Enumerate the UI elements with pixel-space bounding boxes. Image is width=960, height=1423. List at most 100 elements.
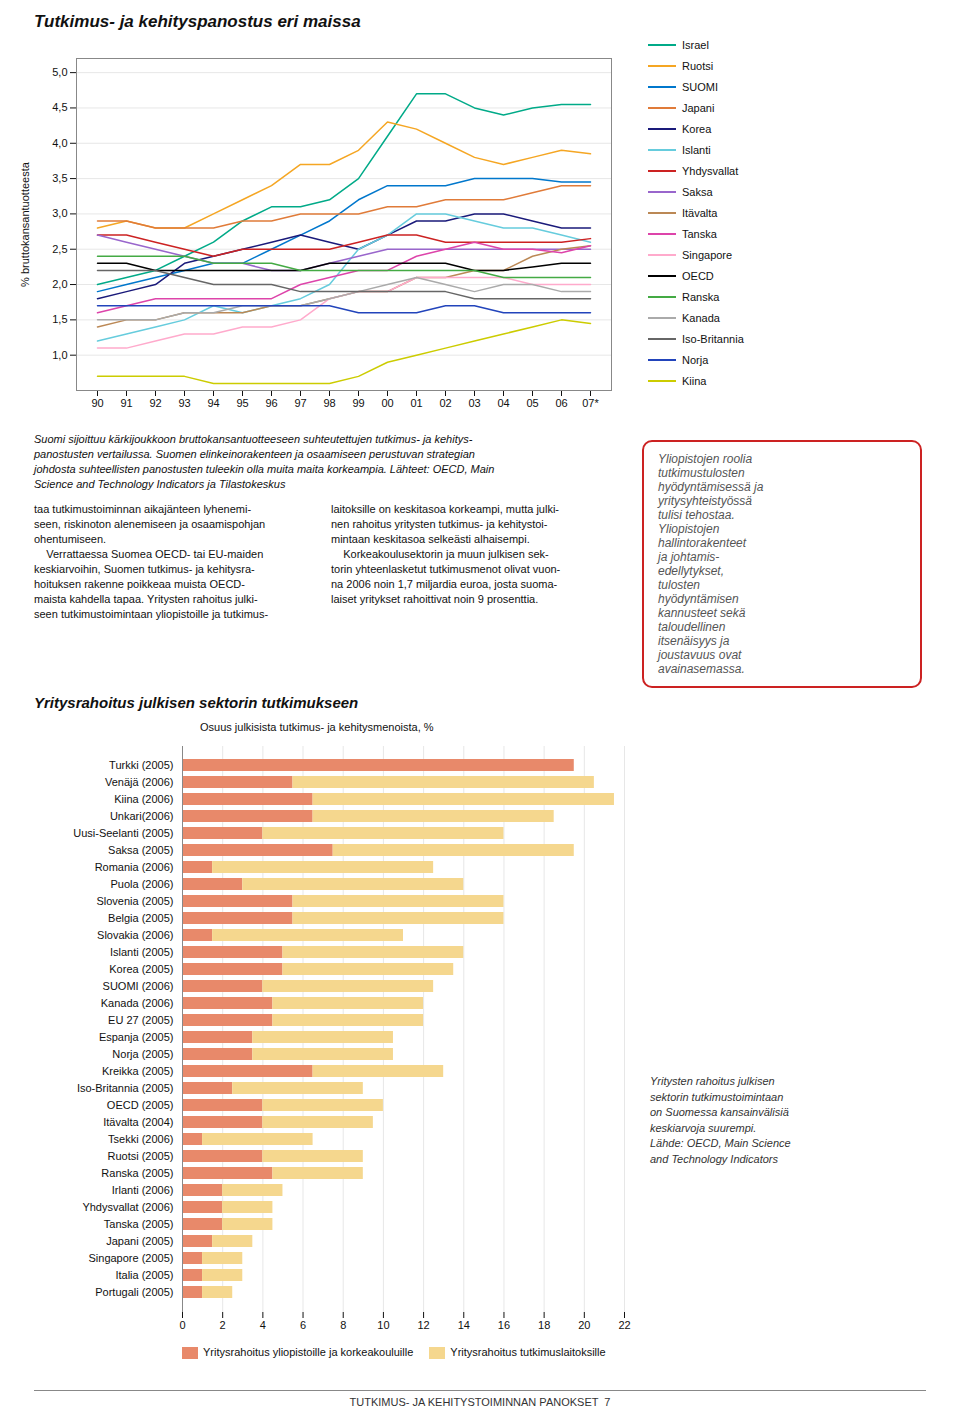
svg-text:Turkki (2005): Turkki (2005): [109, 759, 173, 771]
svg-text:12: 12: [417, 1319, 429, 1331]
svg-text:6: 6: [300, 1319, 306, 1331]
html-text:taloudellinen: taloudellinen: [658, 620, 726, 634]
html-text:Yliopistojen roolia: Yliopistojen roolia: [658, 452, 753, 466]
svg-text:Uusi-Seelanti (2005): Uusi-Seelanti (2005): [73, 827, 173, 839]
html-text:Yhdysvallat: Yhdysvallat: [682, 164, 739, 177]
html-text:Tutkimus- ja kehityspanostus e: Tutkimus- ja kehityspanostus eri maissa: [34, 12, 361, 31]
html-text:kannusteet sekä: kannusteet sekä: [658, 606, 746, 620]
svg-text:Islanti (2005): Islanti (2005): [110, 946, 174, 958]
svg-text:Portugali (2005): Portugali (2005): [95, 1286, 173, 1298]
svg-text:Korea (2005): Korea (2005): [109, 963, 173, 975]
svg-text:91: 91: [120, 397, 132, 409]
svg-text:Singapore (2005): Singapore (2005): [88, 1252, 173, 1264]
svg-text:OECD (2005): OECD (2005): [107, 1099, 174, 1111]
svg-text:4,5: 4,5: [52, 101, 67, 113]
html-text:tutkimustulosten: tutkimustulosten: [658, 466, 745, 480]
html-text:Tanska: Tanska: [682, 227, 717, 240]
html-text:SUOMI: SUOMI: [682, 80, 719, 93]
svg-text:Ruotsi (2005): Ruotsi (2005): [107, 1150, 173, 1162]
svg-text:1,5: 1,5: [52, 313, 67, 325]
svg-text:05: 05: [526, 397, 538, 409]
html-text:yritysyhteistyössä: yritysyhteistyössä: [658, 494, 752, 508]
svg-text:07*: 07*: [582, 397, 599, 409]
svg-text:Kanada (2006): Kanada (2006): [101, 997, 174, 1009]
svg-text:Yhdysvallat (2006): Yhdysvallat (2006): [82, 1201, 173, 1213]
html-text:Saksa: Saksa: [682, 185, 713, 198]
html-text:edellytykset,: edellytykset,: [658, 564, 724, 578]
html-text:Islanti: Islanti: [682, 143, 711, 156]
svg-text:97: 97: [294, 397, 306, 409]
svg-text:06: 06: [555, 397, 567, 409]
svg-text:Kreikka (2005): Kreikka (2005): [102, 1065, 174, 1077]
svg-text:Espanja (2005): Espanja (2005): [99, 1031, 174, 1043]
html-text:hallintorakenteet: hallintorakenteet: [658, 536, 747, 550]
svg-text:90: 90: [91, 397, 103, 409]
svg-text:Kiina (2006): Kiina (2006): [114, 793, 173, 805]
svg-text:Romania (2006): Romania (2006): [95, 861, 174, 873]
html-text:Ruotsi: Ruotsi: [682, 59, 714, 72]
html-text:Korea: Korea: [682, 122, 712, 135]
svg-text:Italia (2005): Italia (2005): [115, 1269, 173, 1281]
html-text:avainasemassa.: avainasemassa.: [658, 662, 745, 676]
svg-text:3,5: 3,5: [52, 172, 67, 184]
svg-text:02: 02: [439, 397, 451, 409]
svg-text:Tsekki (2006): Tsekki (2006): [108, 1133, 173, 1145]
svg-text:04: 04: [497, 397, 509, 409]
html-text:tulisi tehostaa.: tulisi tehostaa.: [658, 508, 735, 522]
svg-text:2: 2: [220, 1319, 226, 1331]
svg-text:03: 03: [468, 397, 480, 409]
svg-text:95: 95: [236, 397, 248, 409]
svg-text:Japani (2005): Japani (2005): [106, 1235, 173, 1247]
svg-text:8: 8: [340, 1319, 346, 1331]
svg-text:5,0: 5,0: [52, 66, 67, 78]
svg-text:2,0: 2,0: [52, 278, 67, 290]
svg-text:Slovenia (2005): Slovenia (2005): [96, 895, 173, 907]
svg-text:Belgia (2005): Belgia (2005): [108, 912, 173, 924]
svg-text:98: 98: [323, 397, 335, 409]
svg-text:4,0: 4,0: [52, 137, 67, 149]
svg-text:Itävalta (2004): Itävalta (2004): [103, 1116, 173, 1128]
svg-text:20: 20: [578, 1319, 590, 1331]
html-text:Israel: Israel: [682, 38, 709, 51]
html-text:Japani: Japani: [682, 101, 715, 114]
svg-text:Venäjä (2006): Venäjä (2006): [105, 776, 174, 788]
svg-text:Saksa (2005): Saksa (2005): [108, 844, 173, 856]
svg-text:Irlanti (2006): Irlanti (2006): [112, 1184, 174, 1196]
html-text:tulosten: tulosten: [658, 578, 700, 592]
svg-text:22: 22: [618, 1319, 630, 1331]
svg-text:00: 00: [381, 397, 393, 409]
html-text:Itävalta: Itävalta: [682, 206, 718, 219]
svg-text:Tanska (2005): Tanska (2005): [104, 1218, 174, 1230]
svg-text:92: 92: [149, 397, 161, 409]
svg-text:EU 27 (2005): EU 27 (2005): [108, 1014, 173, 1026]
svg-text:3,0: 3,0: [52, 207, 67, 219]
svg-text:% bruttokansantuotteesta: % bruttokansantuotteesta: [19, 161, 31, 287]
svg-text:99: 99: [352, 397, 364, 409]
svg-text:Puola (2006): Puola (2006): [111, 878, 174, 890]
svg-text:Ranska (2005): Ranska (2005): [101, 1167, 173, 1179]
svg-text:18: 18: [538, 1319, 550, 1331]
svg-text:Norja (2005): Norja (2005): [112, 1048, 173, 1060]
svg-text:1,0: 1,0: [52, 349, 67, 361]
svg-text:96: 96: [265, 397, 277, 409]
svg-text:01: 01: [410, 397, 422, 409]
svg-text:14: 14: [458, 1319, 470, 1331]
svg-text:94: 94: [207, 397, 219, 409]
svg-text:Unkari(2006): Unkari(2006): [110, 810, 174, 822]
svg-text:Slovakia (2006): Slovakia (2006): [97, 929, 173, 941]
svg-text:4: 4: [260, 1319, 266, 1331]
svg-text:93: 93: [178, 397, 190, 409]
html-text:joustavuus ovat: joustavuus ovat: [658, 648, 742, 662]
svg-text:16: 16: [498, 1319, 510, 1331]
svg-text:SUOMI (2006): SUOMI (2006): [103, 980, 174, 992]
svg-text:0: 0: [179, 1319, 185, 1331]
svg-text:Iso-Britannia (2005): Iso-Britannia (2005): [77, 1082, 174, 1094]
html-text:itsenäisyys ja: itsenäisyys ja: [658, 634, 730, 648]
html-text:ja johtamis-: ja johtamis-: [658, 550, 720, 564]
svg-text:2,5: 2,5: [52, 243, 67, 255]
html-text:hyödyntämisen: hyödyntämisen: [658, 592, 739, 606]
html-text:hyödyntämisessä ja: hyödyntämisessä ja: [658, 480, 764, 494]
html-text:Yritysrahoitus julkisen sektor: Yritysrahoitus julkisen sektorin tutkimu…: [34, 694, 359, 711]
svg-text:10: 10: [377, 1319, 389, 1331]
html-text:Yliopistojen: Yliopistojen: [658, 522, 720, 536]
